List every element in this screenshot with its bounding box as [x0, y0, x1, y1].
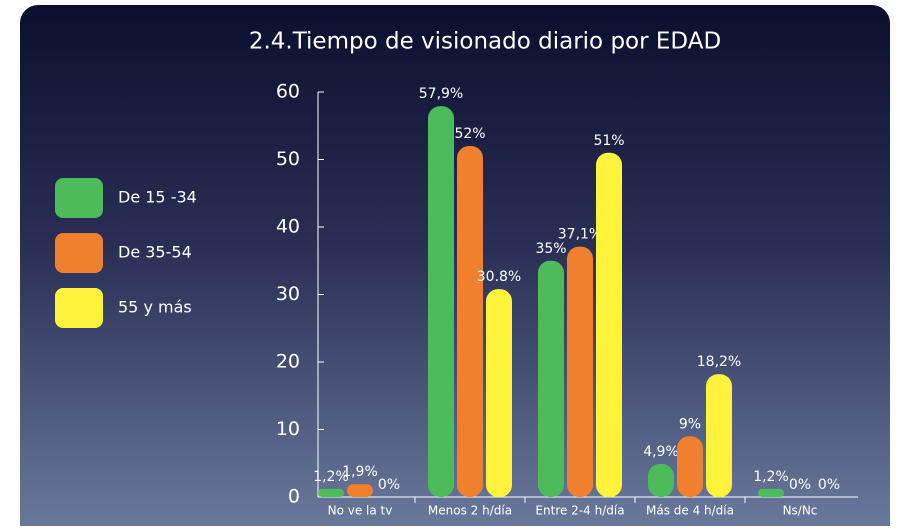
value-label: 9%: [679, 416, 701, 432]
legend-label: De 35-54: [118, 243, 192, 262]
value-label: 1,2%: [753, 469, 789, 485]
legend-swatch: [55, 233, 103, 273]
value-label: 1,2%: [313, 469, 349, 485]
bar: [648, 463, 674, 497]
value-label: 18,2%: [697, 354, 741, 370]
chart-title: 2.4.Tiempo de visionado diario por EDAD: [249, 29, 721, 55]
value-label: 30.8%: [477, 269, 521, 285]
value-label: 51%: [593, 133, 624, 149]
y-tick-label: 50: [276, 148, 300, 170]
legend-swatch: [55, 178, 103, 218]
value-label: 0%: [789, 477, 811, 493]
value-label: 57,9%: [419, 86, 463, 102]
bar: [567, 246, 593, 497]
value-label: 37,1%: [558, 227, 602, 243]
y-tick-label: 20: [276, 351, 300, 373]
x-tick-label: Más de 4 h/día: [646, 504, 734, 518]
bar: [758, 488, 784, 497]
value-label: 4,9%: [643, 444, 679, 460]
value-label: 1,9%: [342, 464, 378, 480]
bar: [706, 374, 732, 497]
y-tick-label: 0: [288, 486, 300, 508]
value-label: 0%: [818, 477, 840, 493]
bar: [677, 436, 703, 497]
bar: [457, 146, 483, 497]
y-tick-label: 10: [276, 418, 300, 440]
x-tick-label: Ns/Nc: [783, 504, 818, 518]
bar: [538, 260, 564, 497]
legend-label: 55 y más: [118, 298, 192, 317]
y-tick-label: 40: [276, 216, 300, 238]
value-label: 35%: [535, 241, 566, 257]
y-tick-label: 30: [276, 283, 300, 305]
bar: [318, 488, 344, 497]
bar: [428, 106, 454, 498]
y-tick-label: 60: [276, 81, 300, 103]
bar: [596, 152, 622, 497]
bar: [486, 289, 512, 497]
value-label: 52%: [454, 126, 485, 142]
value-label: 0%: [378, 477, 400, 493]
bar: [347, 484, 373, 497]
panel: [20, 5, 890, 530]
legend-swatch: [55, 288, 103, 328]
x-tick-label: Entre 2-4 h/día: [535, 504, 624, 518]
legend-label: De 15 -34: [118, 188, 197, 207]
x-tick-label: No ve la tv: [328, 504, 393, 518]
x-tick-label: Menos 2 h/día: [428, 504, 512, 518]
